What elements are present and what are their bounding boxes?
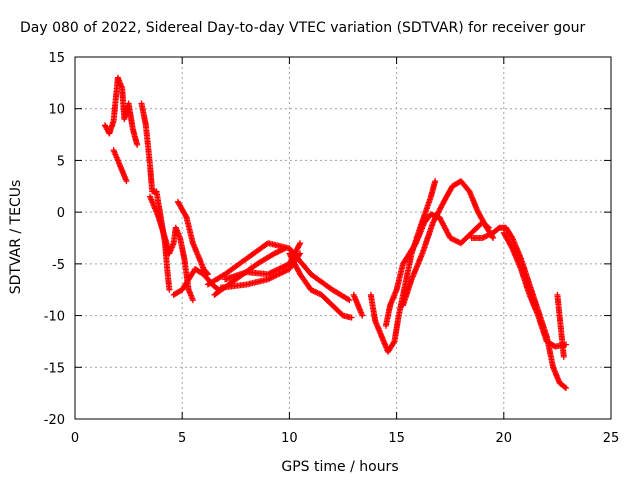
data-point bbox=[297, 250, 304, 257]
data-points bbox=[102, 74, 569, 391]
data-point bbox=[561, 384, 568, 391]
y-tick-label: 0 bbox=[57, 206, 65, 221]
data-point bbox=[204, 270, 211, 277]
y-tick-label: 15 bbox=[48, 51, 65, 66]
y-tick-label: -20 bbox=[44, 413, 65, 428]
data-point bbox=[483, 233, 490, 240]
data-point bbox=[560, 353, 567, 360]
data-point bbox=[480, 234, 487, 241]
y-tick-label: 10 bbox=[48, 103, 65, 118]
data-point bbox=[432, 178, 439, 185]
x-tick-label: 20 bbox=[496, 431, 513, 446]
data-point bbox=[508, 244, 515, 251]
data-point bbox=[278, 247, 285, 254]
tick-labels: 0 5 10 15 20 25 15 10 5 0 -5 -10 -15 -20 bbox=[44, 51, 620, 446]
x-tick-label: 0 bbox=[71, 431, 79, 446]
y-tick-label: -15 bbox=[44, 361, 65, 376]
data-point bbox=[490, 235, 497, 241]
x-tick-label: 10 bbox=[281, 431, 298, 446]
chart-title: Day 080 of 2022, Sidereal Day-to-day VTE… bbox=[20, 20, 586, 36]
data-point bbox=[282, 245, 289, 252]
data-point bbox=[134, 141, 141, 148]
y-tick-label: 5 bbox=[57, 154, 65, 169]
data-point bbox=[390, 339, 397, 346]
data-point bbox=[280, 246, 287, 252]
data-point bbox=[359, 312, 366, 319]
x-tick-label: 15 bbox=[388, 431, 405, 446]
data-point bbox=[123, 178, 130, 185]
x-tick-label: 5 bbox=[178, 431, 186, 446]
series-points bbox=[102, 74, 569, 391]
data-point bbox=[189, 297, 196, 304]
y-tick-label: -10 bbox=[44, 310, 65, 325]
data-point bbox=[563, 385, 569, 391]
data-point bbox=[346, 297, 353, 304]
data-point bbox=[166, 286, 173, 293]
data-point bbox=[348, 314, 355, 321]
y-axis-title: SDTVAR / TECUs bbox=[8, 180, 24, 295]
x-axis-title: GPS time / hours bbox=[281, 459, 398, 475]
y-tick-label: -5 bbox=[52, 258, 65, 273]
x-tick-label: 25 bbox=[603, 431, 620, 446]
data-point bbox=[297, 240, 304, 247]
data-point bbox=[204, 271, 211, 278]
data-point bbox=[345, 296, 352, 303]
data-point bbox=[453, 238, 460, 245]
data-point bbox=[182, 213, 189, 219]
plot-frame bbox=[74, 56, 612, 420]
